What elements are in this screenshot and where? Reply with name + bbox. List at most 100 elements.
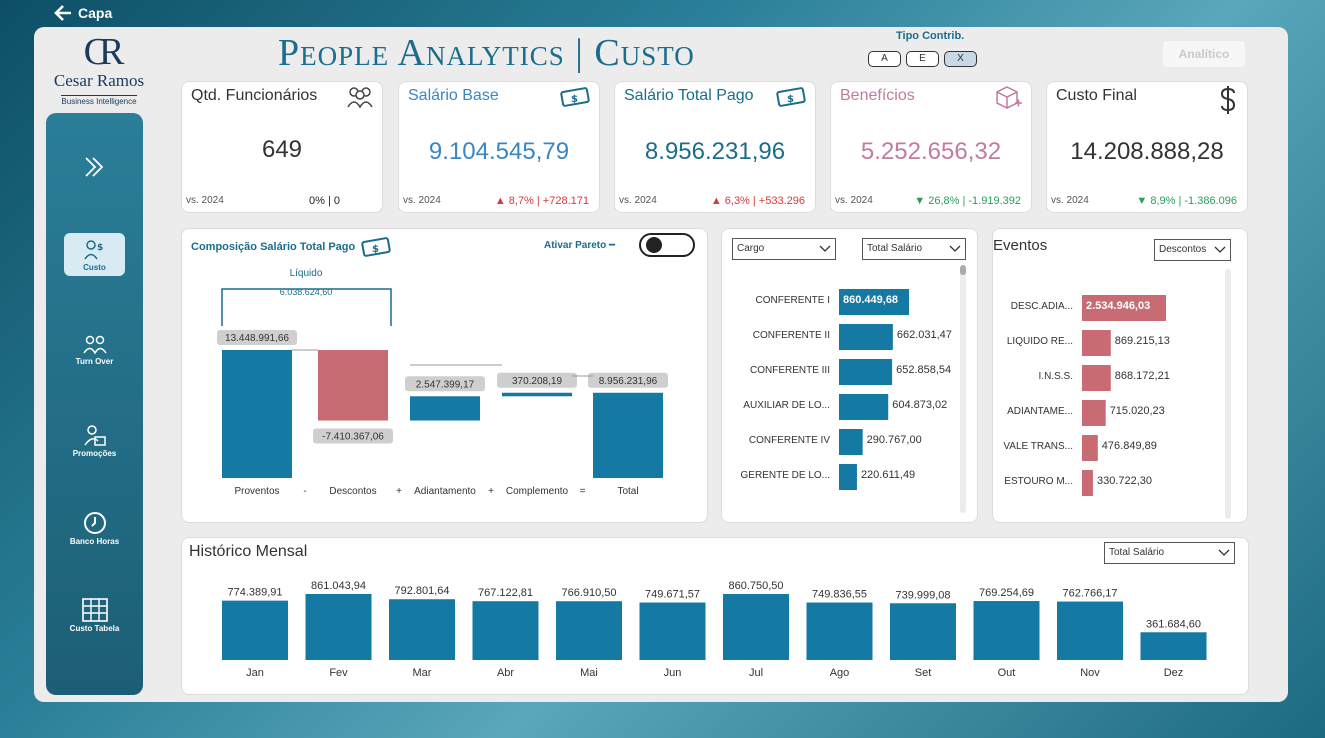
analitico-button[interactable]: Analítico [1163,41,1245,67]
category-label: CONFERENTE IV [749,435,830,446]
people-icon [346,85,374,114]
tipo-option-x[interactable]: X [944,51,977,67]
waterfall-bar [502,392,572,397]
pareto-toggle[interactable] [639,233,695,257]
data-label-bg [405,376,485,392]
bar [806,602,873,660]
data-label: 604.873,02 [892,399,947,411]
sidebar-item-promocoes[interactable]: Promoções [46,425,143,458]
eventos-chart: DESC.ADIA... 2.534.946,03 LIQUIDO RE... 869… [1003,295,1170,496]
metric-dropdown[interactable]: Total Salário [862,238,966,260]
tipo-option-a[interactable]: A [868,51,901,67]
data-label: 762.766,17 [1062,588,1117,600]
cargo-dropdown[interactable]: Cargo [732,238,836,260]
category-label: Total [617,486,638,497]
cargo-scrollbar[interactable] [960,265,966,513]
data-label: -7.410.367,06 [322,432,384,443]
logo-name: Cesar Ramos [53,71,145,90]
trend-down-icon: ▼ [914,195,929,207]
sidebar-item-label: Custo [83,263,106,272]
sidebar-item-turn-over[interactable]: Turn Over [46,335,143,366]
kpi-delta: ▲ 6,3% | +533.296 [711,195,805,207]
category-label: Jun [664,667,682,679]
money-icon: $ [360,235,392,264]
category-label: Proventos [234,486,279,497]
category-label: Dez [1164,667,1184,679]
kpi-delta: ▲ 8,7% | +728.171 [495,195,589,207]
data-label: 869.215,13 [1115,335,1170,347]
bar [839,464,857,490]
category-label: ESTOURO M... [1004,476,1073,487]
kpi-delta-text: 26,8% | -1.919.392 [928,195,1021,207]
category-label: Jan [246,667,264,679]
kpi-vs: vs. 2024 [186,195,224,206]
bar [1082,435,1098,461]
bar [1057,601,1123,660]
kpi-card-custo-final: Custo Final 14.208.888,28 vs. 2024 ▼ 8,9… [1046,81,1248,213]
arrow-left-icon [54,5,71,21]
bar [839,324,893,350]
liquido-value: 6.038.624,60 [280,287,333,297]
bar [839,394,889,420]
historico-title: Histórico Mensal [189,543,308,560]
historico-dropdown[interactable]: Total Salário [1104,542,1235,564]
sidebar-item-custo[interactable]: $ Custo [64,233,125,276]
cargo-panel: Cargo Total Salário CONFERENTE I 860.449,… [721,228,978,523]
data-label: 220.611,49 [861,469,915,481]
bar [1082,470,1093,496]
bar [973,601,1040,660]
bar [472,601,539,660]
data-label: 739.999,08 [895,589,950,601]
sidebar-item-banco-horas[interactable]: Banco Horas [46,511,143,546]
clock-icon [83,512,106,534]
category-label: Adiantamento [414,486,476,497]
tipo-option-e[interactable]: E [906,51,939,67]
bar [890,603,956,660]
liquido-bracket [221,288,392,326]
waterfall-bar [410,396,480,421]
category-label: Nov [1080,667,1100,679]
bar [1082,295,1166,321]
data-label: 370.208,19 [512,376,562,387]
sidebar-item-custo-tabela[interactable]: Custo Tabela [46,598,143,633]
data-label: 2.534.946,03 [1086,300,1150,312]
eventos-title: Eventos [993,237,1048,254]
operator-label: + [396,486,402,497]
historico-panel: Histórico Mensal Total Salário 774.389,9… [181,537,1249,695]
back-button[interactable]: Capa [54,4,112,22]
person-dollar-icon: $ [83,240,103,260]
tipo-contrib-slicer: A E X [868,51,977,67]
data-label-bg [217,330,297,345]
kpi-delta-text: 0% | 0 [309,195,340,207]
expand-icon[interactable] [82,155,106,184]
data-label: 861.043,94 [311,580,366,592]
kpi-delta-text: 8,7% | +728.171 [508,195,589,207]
operator-label: = [580,486,586,497]
bar [556,601,622,660]
kpi-card-salario-base: Salário Base $ 9.104.545,79 vs. 2024 ▲ 8… [398,81,600,213]
category-label: LIQUIDO RE... [1007,336,1073,347]
eventos-dropdown[interactable]: Descontos [1154,239,1231,261]
data-label: 715.020,23 [1110,405,1165,417]
data-label: 13.448.991,66 [225,333,289,344]
kpi-delta: ▼ 8,9% | -1.386.096 [1136,195,1237,207]
kpi-value: 9.104.545,79 [428,138,570,165]
kpi-value: 8.956.231,96 [644,138,786,165]
bar [839,289,909,315]
money-icon: $ [559,85,591,114]
data-label: 290.767,00 [867,434,922,446]
category-label: I.N.S.S. [1039,371,1073,382]
category-label: AUXILIAR DE LO... [743,400,830,411]
bar [389,599,455,660]
eventos-scrollbar[interactable] [1225,269,1231,519]
connector-line [292,349,593,377]
composicao-panel: Composição Salário Total Pago $ Ativar P… [181,228,708,523]
kpi-delta-text: 6,3% | +533.296 [724,195,805,207]
waterfall-bar [318,350,388,421]
sidebar-item-label: Custo Tabela [69,624,120,633]
data-label: 769.254,69 [979,587,1034,599]
logo: CR Cesar Ramos Business Intelligence [46,33,152,109]
bar [1082,365,1111,391]
kpi-value: 14.208.888,28 [1070,138,1224,165]
kpi-vs: vs. 2024 [403,195,441,206]
